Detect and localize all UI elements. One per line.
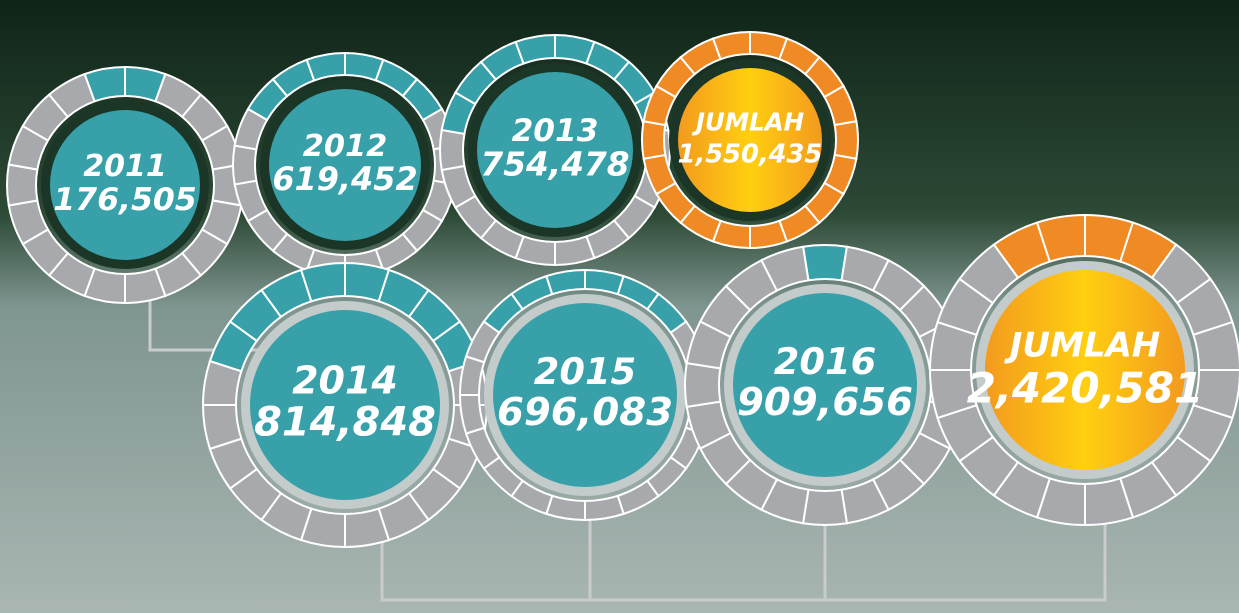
ring-segment bbox=[47, 72, 96, 119]
circle-label: JUMLAH bbox=[1004, 325, 1161, 365]
inner-circle bbox=[493, 303, 677, 487]
ring-segment bbox=[801, 488, 849, 526]
inner-circle bbox=[733, 293, 917, 477]
ring-segment bbox=[684, 361, 722, 409]
circle-label: 2012 bbox=[303, 129, 388, 164]
ring-segment bbox=[711, 30, 751, 61]
circle-value: 176,505 bbox=[53, 182, 196, 218]
circle-value: 909,656 bbox=[737, 380, 913, 425]
circle-value: 619,452 bbox=[272, 160, 417, 198]
circle-label: JUMLAH bbox=[691, 107, 804, 136]
inner-circle bbox=[269, 89, 421, 241]
circles: 2011176,5052012619,4522013754,478JUMLAH1… bbox=[6, 30, 1239, 549]
circle-value: 1,550,435 bbox=[678, 140, 823, 170]
circle-label: 2014 bbox=[292, 359, 398, 403]
ring-segment bbox=[232, 144, 258, 186]
inner-circle bbox=[678, 68, 822, 212]
ring-segment bbox=[958, 243, 1020, 305]
circle-label: 2015 bbox=[534, 350, 636, 393]
ring-segment bbox=[464, 320, 501, 364]
ring-segment bbox=[833, 120, 859, 160]
ring-segment bbox=[201, 359, 243, 406]
ring-segment bbox=[641, 120, 667, 160]
inner-circle bbox=[50, 110, 200, 260]
circle-label: 2016 bbox=[774, 340, 876, 383]
circle-value: 754,478 bbox=[480, 145, 629, 183]
ring-segment bbox=[233, 107, 269, 151]
inner-circle bbox=[477, 72, 633, 228]
ring-segment bbox=[801, 244, 849, 282]
ring-segment bbox=[749, 219, 789, 250]
ring-segment bbox=[6, 163, 39, 207]
inner-circle bbox=[985, 270, 1185, 470]
ring-segment bbox=[439, 128, 466, 172]
circle-item: JUMLAH 1,550,435 bbox=[641, 30, 859, 250]
circle-label: 2013 bbox=[512, 113, 599, 149]
circle-value: 696,083 bbox=[497, 390, 673, 435]
circle-value: 814,848 bbox=[254, 399, 436, 445]
circle-label: 2011 bbox=[83, 149, 167, 184]
circle-value: 2,420,581 bbox=[967, 364, 1203, 413]
ring-segment bbox=[760, 245, 810, 292]
inner-circle bbox=[250, 310, 440, 500]
